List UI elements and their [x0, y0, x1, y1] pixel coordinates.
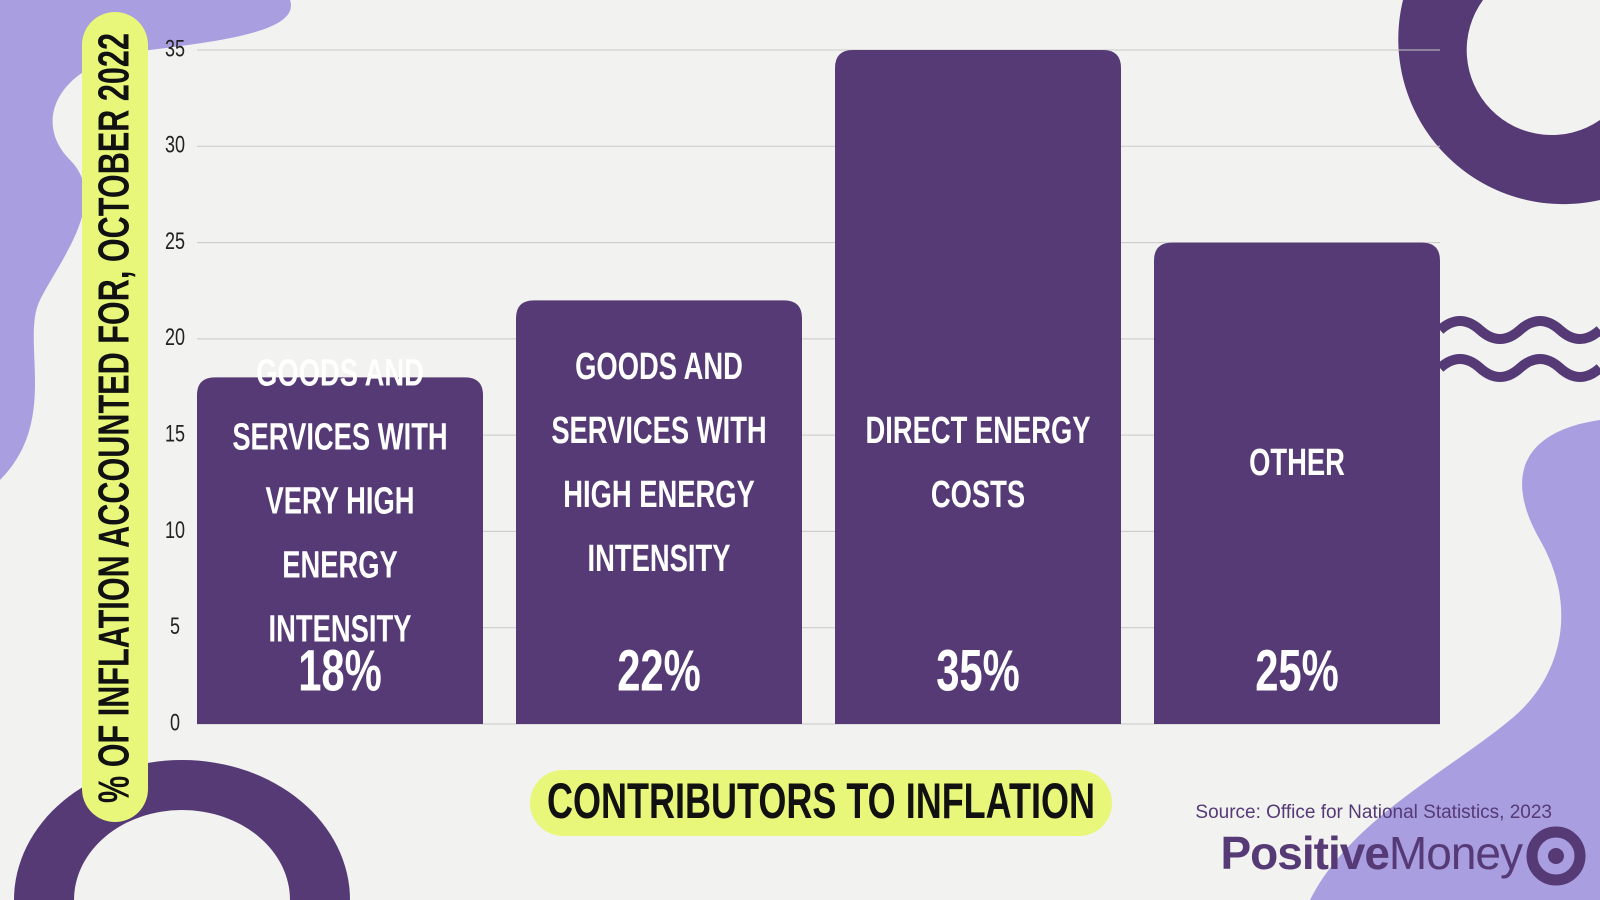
category-label-line: INTENSITY: [588, 538, 731, 580]
value-label: 35%: [936, 638, 1020, 703]
category-label-line: SERVICES WITH: [551, 410, 766, 452]
category-label-line: SERVICES WITH: [232, 417, 447, 459]
category-label-line: HIGH ENERGY: [563, 474, 755, 516]
bar: [835, 50, 1121, 724]
logo-regular: Money: [1389, 827, 1523, 879]
logo-bold: Positive: [1221, 827, 1390, 879]
y-tick-label: 30: [165, 132, 185, 159]
y-tick-label: 35: [165, 35, 185, 62]
category-label: GOODS AND SERVICES WITH VERY HIGH ENERGY INT…: [232, 353, 447, 651]
source-note: Source: Office for National Statistics, …: [1195, 802, 1552, 823]
y-tick-label: 20: [165, 324, 185, 351]
bar: [516, 300, 802, 724]
value-label: 25%: [1255, 638, 1339, 703]
category-label-line: INTENSITY: [269, 609, 412, 651]
chart-title: CONTRIBUTORS TO INFLATION: [547, 773, 1095, 829]
y-axis-title: % OF INFLATION ACCOUNTED FOR, OCTOBER 20…: [90, 33, 139, 803]
value-label: 18%: [298, 638, 382, 703]
category-label-line: ENERGY: [282, 545, 398, 587]
category-label-line: GOODS AND: [256, 353, 424, 395]
category-label: OTHER: [1249, 442, 1345, 484]
y-tick-label: 25: [165, 228, 185, 255]
category-label-line: VERY HIGH: [265, 481, 414, 523]
bar: [197, 377, 483, 724]
category-label-line: GOODS AND: [575, 346, 743, 388]
logo: PositiveMoney: [1221, 827, 1523, 879]
category-label: GOODS AND SERVICES WITH HIGH ENERGY INTENSI…: [551, 346, 766, 580]
y-tick-label: 0: [170, 709, 180, 736]
y-tick-label: 10: [165, 517, 185, 544]
category-label-line: COSTS: [931, 474, 1025, 516]
y-tick-label: 5: [170, 613, 180, 640]
category-label: DIRECT ENERGY COSTS: [866, 410, 1091, 516]
value-label: 22%: [617, 638, 701, 703]
y-tick-label: 15: [165, 420, 185, 447]
category-label-line: OTHER: [1249, 442, 1345, 484]
bar: [1154, 242, 1440, 725]
category-label-line: DIRECT ENERGY: [866, 410, 1091, 452]
